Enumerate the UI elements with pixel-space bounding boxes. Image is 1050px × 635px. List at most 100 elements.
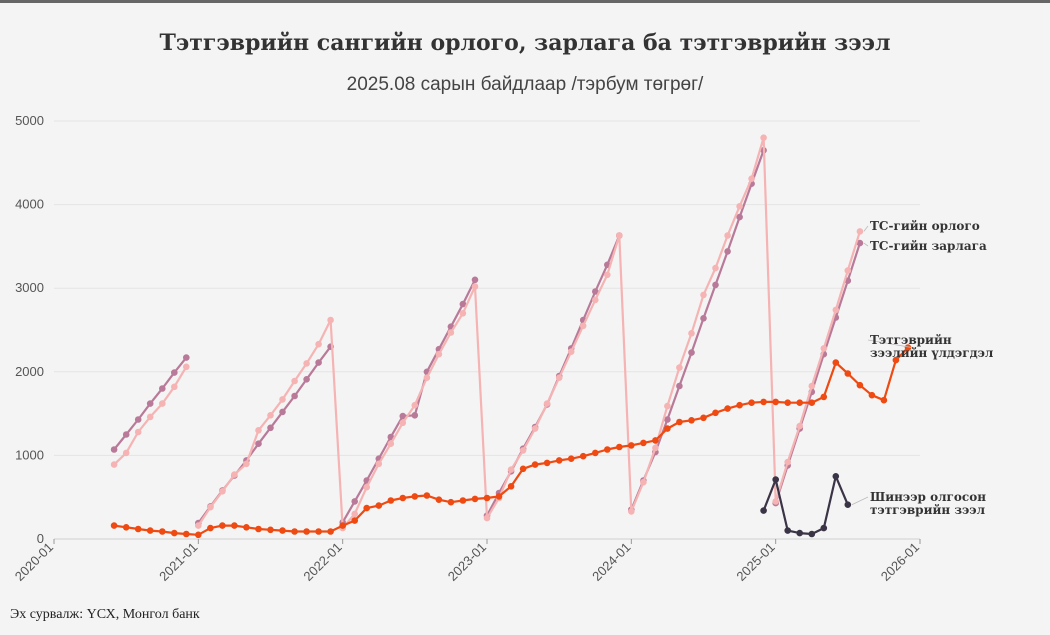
chart-subtitle: 2025.08 сарын байдлаар /тэрбум төгрөг/ <box>346 74 704 95</box>
data-point <box>904 344 912 351</box>
data-point <box>255 427 262 434</box>
series-label-line: зээлийн үлдэгдэл <box>870 346 994 360</box>
data-point <box>856 228 864 235</box>
data-point <box>339 522 347 529</box>
data-point <box>543 400 551 407</box>
data-point <box>616 443 623 451</box>
data-point <box>315 359 322 366</box>
data-point <box>784 458 791 466</box>
data-point <box>592 449 599 457</box>
line-chart: 0 1000 2000 3000 4000 5000 2020-01 2021-01 2022-… <box>12 113 994 584</box>
data-point <box>772 498 779 505</box>
data-point <box>832 359 840 366</box>
data-point <box>122 449 130 457</box>
data-point <box>146 413 154 421</box>
data-point <box>688 330 695 337</box>
data-point <box>592 288 599 295</box>
series-1 <box>110 147 864 527</box>
x-tick-label: 2024-01 <box>589 540 633 584</box>
axes: 0 1000 2000 3000 4000 5000 2020-01 2021-01 2022-… <box>12 113 922 584</box>
data-point <box>688 349 695 356</box>
data-point <box>724 405 731 412</box>
data-point <box>676 418 683 426</box>
data-point <box>507 483 515 490</box>
data-point <box>219 522 226 529</box>
data-point <box>411 412 419 419</box>
data-point <box>303 528 310 535</box>
data-point <box>724 232 731 239</box>
series-line <box>486 235 621 517</box>
data-point <box>375 502 383 509</box>
data-point <box>700 291 707 299</box>
series-label-line: Шинээр олгосон <box>870 490 986 504</box>
data-point <box>134 525 142 533</box>
data-point <box>411 493 419 500</box>
data-point <box>820 393 828 401</box>
data-point <box>483 494 491 502</box>
data-point <box>808 382 816 390</box>
data-point <box>796 399 803 407</box>
data-point <box>820 524 828 532</box>
data-point <box>555 374 563 382</box>
data-point <box>303 360 310 367</box>
data-point <box>567 455 575 463</box>
data-point <box>555 457 563 464</box>
label-leader <box>867 339 913 348</box>
series-labels: ТС-гийн зарлага ТС-гийн орлого Тэтгэврийн з… <box>851 219 994 517</box>
data-point <box>183 530 190 538</box>
data-point <box>736 203 743 210</box>
data-point <box>519 465 527 473</box>
y-tick-label: 5000 <box>15 113 44 128</box>
data-point <box>604 446 611 453</box>
data-point <box>676 364 683 371</box>
data-point <box>567 348 575 356</box>
data-point <box>736 213 743 221</box>
data-point <box>640 439 647 447</box>
series-label-line: ТС-гийн зарлага <box>870 239 987 253</box>
data-point <box>664 402 671 410</box>
data-point <box>664 416 671 423</box>
data-point <box>531 461 539 468</box>
data-point <box>122 524 130 531</box>
data-point <box>748 175 755 182</box>
series-label-line: Тэтгэврийн <box>870 333 952 347</box>
data-point <box>616 232 623 239</box>
data-point <box>255 440 262 448</box>
y-tick-label: 1000 <box>15 447 44 462</box>
data-point <box>652 444 659 452</box>
series-label: ТС-гийн зарлага <box>870 239 987 253</box>
data-point <box>676 382 683 390</box>
data-point <box>399 494 407 502</box>
data-point <box>146 527 154 534</box>
data-point <box>856 239 864 247</box>
chart-title: Тэтгэврийн сангийн орлого, зарлага ба тэ… <box>159 30 891 56</box>
data-point <box>856 381 864 389</box>
data-point <box>171 383 178 391</box>
data-point <box>351 510 359 518</box>
data-point <box>844 267 852 274</box>
series-label-line: ТС-гийн орлого <box>870 219 980 233</box>
data-point <box>159 400 166 407</box>
data-point <box>435 496 443 504</box>
data-point <box>844 501 852 509</box>
data-point <box>736 401 743 409</box>
data-point <box>387 440 395 448</box>
data-point <box>122 431 130 438</box>
x-tick-label: 2021-01 <box>156 540 200 584</box>
data-point <box>628 508 635 515</box>
data-point <box>820 345 828 352</box>
series-2 <box>110 134 864 532</box>
data-point <box>447 329 455 336</box>
data-point <box>423 492 431 499</box>
data-point <box>868 391 876 399</box>
data-point <box>291 392 298 400</box>
series-label: ТС-гийн орлого <box>870 219 980 233</box>
data-point <box>796 422 803 430</box>
data-point <box>231 471 238 478</box>
series-4 <box>760 473 852 538</box>
data-point <box>592 296 599 304</box>
data-point <box>159 385 166 392</box>
data-point <box>760 134 767 141</box>
series-label: Тэтгэврийн зээлийн үлдэгдэл <box>870 333 994 360</box>
data-point <box>784 399 791 407</box>
